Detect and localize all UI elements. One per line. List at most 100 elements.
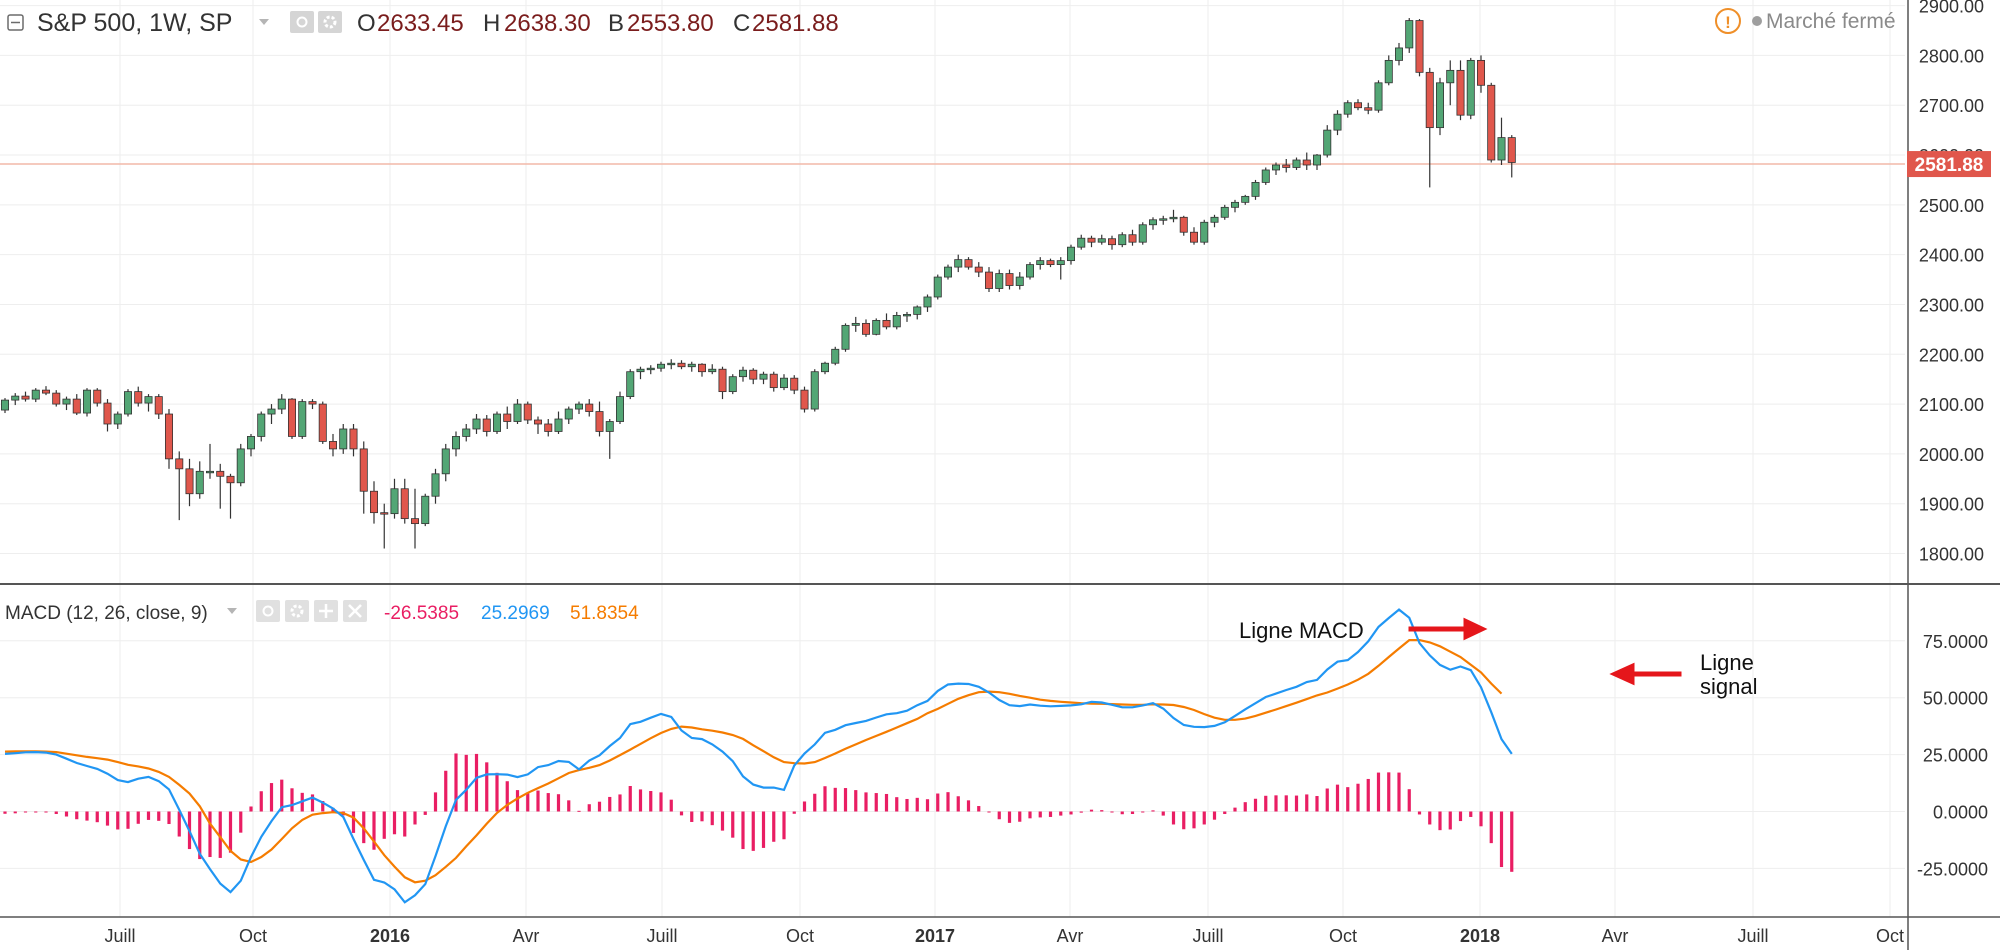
eye-icon[interactable] (290, 11, 314, 33)
histogram-bar (321, 801, 325, 812)
histogram-bar (966, 800, 971, 812)
collapse-icon[interactable] (7, 14, 24, 31)
y-tick-label: 2100.00 (1919, 395, 1984, 415)
y-tick-label: 1900.00 (1919, 495, 1984, 515)
histogram-bar (649, 791, 653, 812)
histogram-bar (34, 811, 38, 813)
eye-icon[interactable] (256, 600, 280, 622)
x-tick-label: Oct (786, 926, 814, 946)
histogram-bar (1366, 778, 1370, 812)
histogram-bar (628, 786, 632, 812)
candle-body (1272, 164, 1281, 171)
histogram-bar (669, 799, 673, 812)
candle-body (1323, 129, 1332, 156)
histogram-bar (392, 811, 397, 835)
histogram-bar (546, 793, 550, 812)
warning-icon-glyph: ! (1725, 13, 1731, 32)
candle-body (1138, 224, 1147, 243)
dropdown-caret-icon[interactable] (227, 608, 237, 614)
candle-body (728, 376, 737, 393)
candle-body (749, 369, 758, 380)
candle-body (52, 392, 61, 405)
candle-body (626, 371, 635, 398)
candle-body (616, 396, 625, 422)
grid-lines (0, 0, 1905, 917)
candle-body (575, 403, 584, 410)
candle-body (903, 314, 912, 317)
histogram-bar (444, 770, 448, 812)
candle-body (175, 458, 184, 470)
candle-body (933, 276, 942, 298)
candle-body (1210, 216, 1219, 223)
candle-body (605, 421, 614, 432)
candle-body (810, 371, 819, 410)
x-tick-label: Oct (1329, 926, 1357, 946)
y-tick-label: 75.0000 (1923, 632, 1988, 652)
histogram-bar (85, 811, 89, 821)
histogram-bar (23, 811, 28, 813)
candle-body (236, 448, 245, 484)
histogram-bar (1192, 811, 1196, 829)
histogram-bar (454, 753, 458, 812)
histogram-bar (54, 811, 58, 815)
histogram-bar (433, 792, 438, 812)
histogram-bar (249, 806, 253, 812)
candle-body (882, 319, 891, 328)
histogram-bar (505, 781, 509, 812)
histogram-bar (936, 793, 940, 812)
symbol-title: S&P 500, 1W, SP (37, 9, 232, 37)
candle-body (1005, 273, 1014, 286)
histogram-bar (382, 811, 386, 839)
y-tick-label: 2300.00 (1919, 295, 1984, 315)
candlestick-series (0, 18, 1516, 549)
histogram-bar (536, 790, 540, 812)
histogram-bar (720, 811, 725, 831)
histogram-bar (1315, 796, 1319, 812)
price-header: S&P 500, 1W, SP O 2633.45 H 2638.30 B 25… (7, 9, 839, 37)
candle-body (1395, 47, 1404, 61)
histogram-bar (1284, 795, 1288, 812)
candle-body (985, 271, 994, 289)
market-status: ! Marché fermé (1715, 8, 1896, 34)
histogram-bar (710, 811, 714, 826)
candle-body (974, 266, 983, 273)
candle-body (1436, 82, 1445, 129)
y-tick-label: 1800.00 (1919, 545, 1984, 565)
candle-body (544, 423, 553, 432)
histogram-bar (700, 811, 704, 822)
histogram-bar (854, 790, 858, 812)
price-tag-background (1907, 151, 1991, 178)
x-tick-label: Avr (1602, 926, 1629, 946)
histogram-bar (1387, 772, 1391, 812)
gear-icon[interactable] (285, 600, 309, 622)
histogram-bar (146, 811, 151, 820)
candle-body (687, 363, 696, 368)
y-tick-label: 2800.00 (1919, 46, 1984, 66)
candle-body (277, 398, 286, 410)
gear-icon-center (323, 15, 337, 29)
x-tick-label: Juill (1192, 926, 1223, 946)
candle-body (585, 403, 594, 412)
candle-body (769, 373, 778, 389)
candle-body (1405, 20, 1414, 49)
candle-body (359, 448, 368, 492)
open-label: O (357, 10, 376, 37)
candle-body (1251, 182, 1260, 197)
candle-body (267, 408, 276, 415)
candle-body (851, 322, 860, 326)
close-label: C (733, 10, 750, 37)
histogram-bar (1182, 811, 1186, 830)
candle-body (318, 403, 327, 442)
histogram-bar (290, 788, 294, 812)
candle-body (1108, 238, 1117, 246)
histogram-bar (464, 754, 468, 812)
gear-icon[interactable] (318, 11, 342, 33)
histogram-bar (423, 811, 427, 815)
histogram-bar (413, 811, 417, 825)
dropdown-caret-icon[interactable] (259, 19, 269, 25)
y-tick-label: 2400.00 (1919, 246, 1984, 266)
warning-icon[interactable] (1715, 8, 1741, 34)
dot-icon (1752, 16, 1762, 26)
histogram-bar (915, 797, 919, 812)
